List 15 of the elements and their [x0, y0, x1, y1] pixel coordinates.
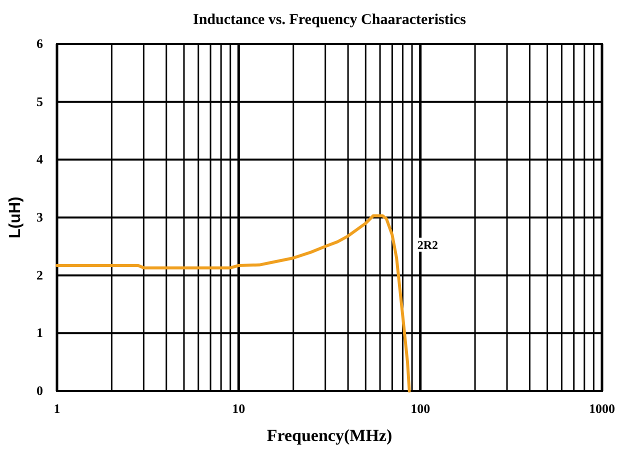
x-tick-label: 100: [410, 401, 430, 416]
x-tick-label: 1000: [589, 401, 615, 416]
y-tick-label: 0: [36, 383, 43, 398]
y-tick-label: 2: [36, 267, 43, 282]
x-tick-label: 10: [232, 401, 246, 416]
y-tick-label: 6: [36, 36, 44, 51]
y-tick-label: 1: [36, 325, 43, 340]
y-tick-label: 3: [36, 210, 44, 224]
y-tick-label: 5: [36, 94, 44, 109]
y-tick-label: 4: [36, 152, 44, 167]
x-tick-label: 1: [54, 401, 60, 416]
chart-title: Inductance vs. Frequency Chaaracteristics: [192, 12, 466, 28]
x-axis-title: Frequency(MHz): [266, 426, 392, 445]
series-label: 2R2: [417, 238, 438, 252]
y-axis-title: L(uH): [7, 196, 24, 238]
